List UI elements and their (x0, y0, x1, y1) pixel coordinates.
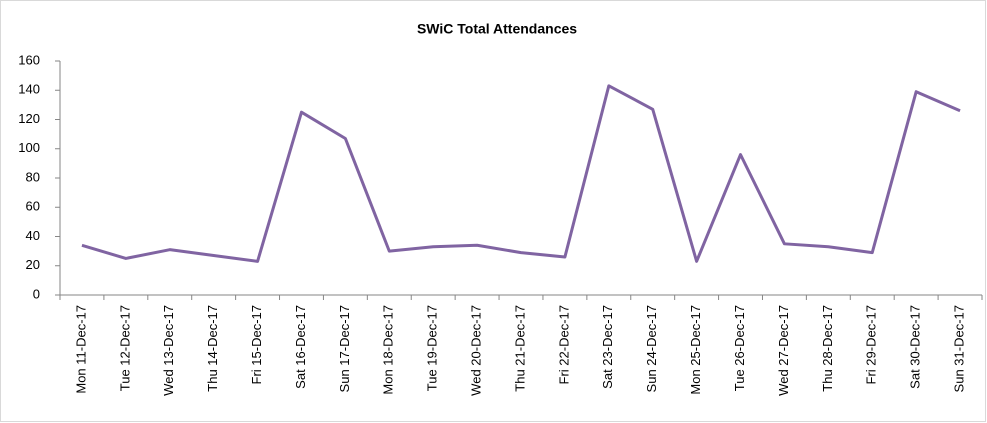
y-tick-label: 140 (18, 82, 40, 97)
x-tick-label: Fri 29-Dec-17 (864, 305, 879, 384)
x-tick-label: Sun 24-Dec-17 (644, 305, 659, 392)
x-tick-label: Sun 31-Dec-17 (951, 305, 966, 392)
x-tick-label: Wed 27-Dec-17 (776, 305, 791, 396)
chart-title: SWiC Total Attendances (417, 21, 577, 37)
x-tick-label: Mon 25-Dec-17 (688, 305, 703, 395)
x-tick-label: Mon 18-Dec-17 (381, 305, 396, 395)
y-tick-label: 40 (26, 228, 40, 243)
x-tick-label: Mon 11-Dec-17 (73, 305, 88, 394)
x-tick-label: Sat 16-Dec-17 (293, 305, 308, 389)
x-tick-label: Wed 13-Dec-17 (161, 305, 176, 396)
y-tick-label: 20 (26, 257, 40, 272)
x-tick-label: Thu 14-Dec-17 (205, 305, 220, 392)
x-tick-label: Thu 21-Dec-17 (512, 305, 527, 392)
x-tick-label: Tue 12-Dec-17 (117, 305, 132, 391)
y-tick-label: 100 (18, 140, 40, 155)
series-line (81, 84, 961, 263)
x-tick-label: Sun 17-Dec-17 (337, 305, 352, 392)
y-tick-label: 0 (33, 286, 40, 301)
x-tick-label: Wed 20-Dec-17 (469, 305, 484, 396)
y-tick-label: 80 (26, 169, 40, 184)
x-tick-label: Tue 19-Dec-17 (425, 305, 440, 391)
x-tick-label: Sat 30-Dec-17 (908, 305, 923, 389)
x-tick-label: Thu 28-Dec-17 (820, 305, 835, 392)
y-tick-label: 60 (26, 199, 40, 214)
x-tick-label: Fri 22-Dec-17 (556, 305, 571, 384)
y-tick-label: 120 (18, 111, 40, 126)
x-tick-label: Tue 26-Dec-17 (732, 305, 747, 391)
x-tick-label: Sat 23-Dec-17 (600, 305, 615, 389)
y-tick-label: 160 (18, 52, 40, 67)
x-tick-label: Fri 15-Dec-17 (249, 305, 264, 384)
